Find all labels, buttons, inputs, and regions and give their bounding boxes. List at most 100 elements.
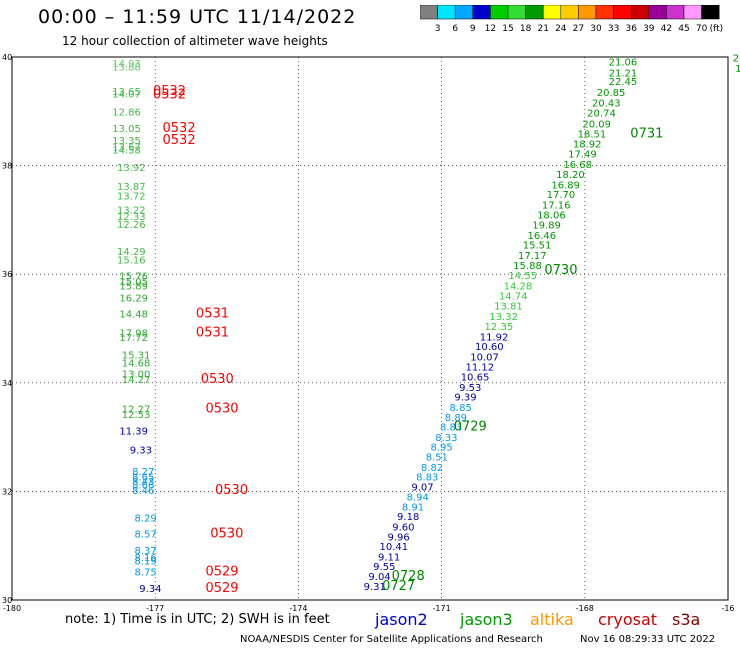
legend-jason2: jason2 [375,610,428,629]
pass-time-label: 0530 [201,372,234,387]
wave-height-value: 9.55 [373,562,395,573]
wave-height-value: 13.00 [122,369,151,380]
wave-height-value: 11.92 [480,332,509,343]
pass-time-label: 0529 [205,565,238,580]
scale-label: 6 [452,24,458,34]
wave-height-value: 18.20 [556,170,585,181]
wave-height-value: 12.35 [485,322,514,333]
wave-height-value: 18.92 [573,140,602,151]
wave-height-value: 8.33 [435,433,457,444]
scale-label: 42 [661,24,672,34]
pass-time-label: 0531 [196,326,229,341]
wave-height-value: 16.89 [551,180,580,191]
wave-height-value: 15.05 [119,277,148,288]
pass-time-label: 0532 [163,121,196,136]
pass-time-label: 0532 [163,133,196,148]
wave-height-value: 12.27 [122,405,151,416]
wave-height-value: 8.43 [132,477,154,488]
pass-time-label: 0530 [205,402,238,417]
wave-height-value: 8.82 [421,463,443,474]
wave-height-value: 12.86 [112,108,141,119]
wave-height-value: 8.85 [450,403,472,414]
wave-height-value: 18.51 [578,129,607,140]
wave-height-value: 11.12 [465,362,494,373]
wave-height-value: 9.96 [388,532,410,543]
pass-time-label: 0727 [382,579,415,594]
scale-label: 33 [608,24,619,34]
wave-height-value: 17.72 [119,333,148,344]
wave-height-value: 14.58 [112,146,141,157]
wave-height-value: 13.72 [117,191,146,202]
wave-height-value: 14.48 [119,310,148,321]
pass-time-label: 0530 [215,483,248,498]
wave-height-value: 14.07 [112,90,141,101]
wave-height-value: 8.19 [135,557,157,568]
wave-height-value: 9.53 [459,383,481,394]
wave-height-value: 13.35 [112,136,141,147]
wave-height-value: 13.87 [117,182,146,193]
wave-height-value: 8.75 [135,568,157,579]
wave-height-value: 14.74 [499,292,528,303]
wave-height-value: 15.89 [119,281,148,292]
wave-height-value: 13.92 [117,163,146,174]
scale-label: 27 [573,24,584,34]
wave-height-value: 8.37 [135,546,157,557]
wave-height-value: 8.83 [416,473,438,484]
pass-time-label: 0532 [153,84,186,99]
legend-altika: altika [530,610,574,629]
scale-label: 45 [678,24,689,34]
pass-time-label: 0728 [392,569,425,584]
scale-label: 18 [520,24,532,34]
wave-height-value: 20.85 [597,88,626,99]
wave-height-value: 10.41 [380,542,409,553]
scale-swatch [701,5,720,20]
wave-height-value: 14.28 [504,281,533,292]
wave-height-value: 9.11 [378,552,400,563]
wave-height-value: 14.29 [117,247,146,258]
wave-height-value: 12.33 [117,212,146,223]
wave-height-value: 10.07 [470,353,499,364]
wave-height-value: 9.04 [368,572,390,583]
wave-height-value: 14.27 [122,375,151,386]
wave-height-value: 8.51 [426,452,448,463]
wave-height-value: 13.22 [117,205,146,216]
wave-height-value: 13.32 [489,312,518,323]
wave-height-value: 9.60 [392,522,414,533]
wave-height-value: 17.70 [547,190,576,201]
pass-time-label: 0731 [630,126,663,141]
lat-tick-label: 40 [2,53,12,62]
wave-height-value: 8.16 [135,553,157,564]
scale-label: 21 [537,24,548,34]
wave-height-value: 13.05 [112,124,141,135]
wave-height-value: 20.82 [733,53,740,64]
legend-s3a: s3a [672,610,701,629]
wave-height-value: 12.53 [122,410,151,421]
pass-time-label: 0532 [153,87,186,102]
scale-label: 39 [643,24,655,34]
scale-unit: (ft) [710,24,724,34]
lat-tick-label: 38 [2,162,12,171]
legend-jason3: jason3 [460,610,513,629]
wave-height-value: 8.94 [407,493,429,504]
footer-credit: NOAA/NESDIS Center for Satellite Applica… [240,634,543,645]
wave-height-value: 13.81 [494,301,523,312]
lat-tick-label: 30 [2,596,12,605]
wave-height-value: 18.06 [537,210,566,221]
lon-tick-label: -177 [146,604,164,613]
wave-height-value: 17.16 [542,200,571,211]
lat-tick-label: 34 [2,379,12,388]
wave-height-value: 15.76 [119,272,148,283]
wave-height-value: 17.17 [518,251,547,262]
color-scale: 3 6 9 12 15 18 21 24 27 30 33 36 39 42 45 70 (ft) [420,5,724,34]
wave-height-value: 9.07 [411,482,433,493]
wave-height-value: 16.68 [563,160,592,171]
page-title: 00:00 – 11:59 UTC 11/14/2022 [38,6,357,28]
pass-time-label: 0529 [205,581,238,596]
wave-height-value: 10.65 [461,373,490,384]
page-subtitle: 12 hour collection of altimeter wave hei… [62,34,328,48]
wave-height-value: 9.34 [139,584,161,595]
footer-timestamp: Nov 16 08:29:33 UTC 2022 [580,634,716,645]
wave-height-value: 12.26 [117,220,146,231]
wave-height-value: 15.88 [513,261,542,272]
